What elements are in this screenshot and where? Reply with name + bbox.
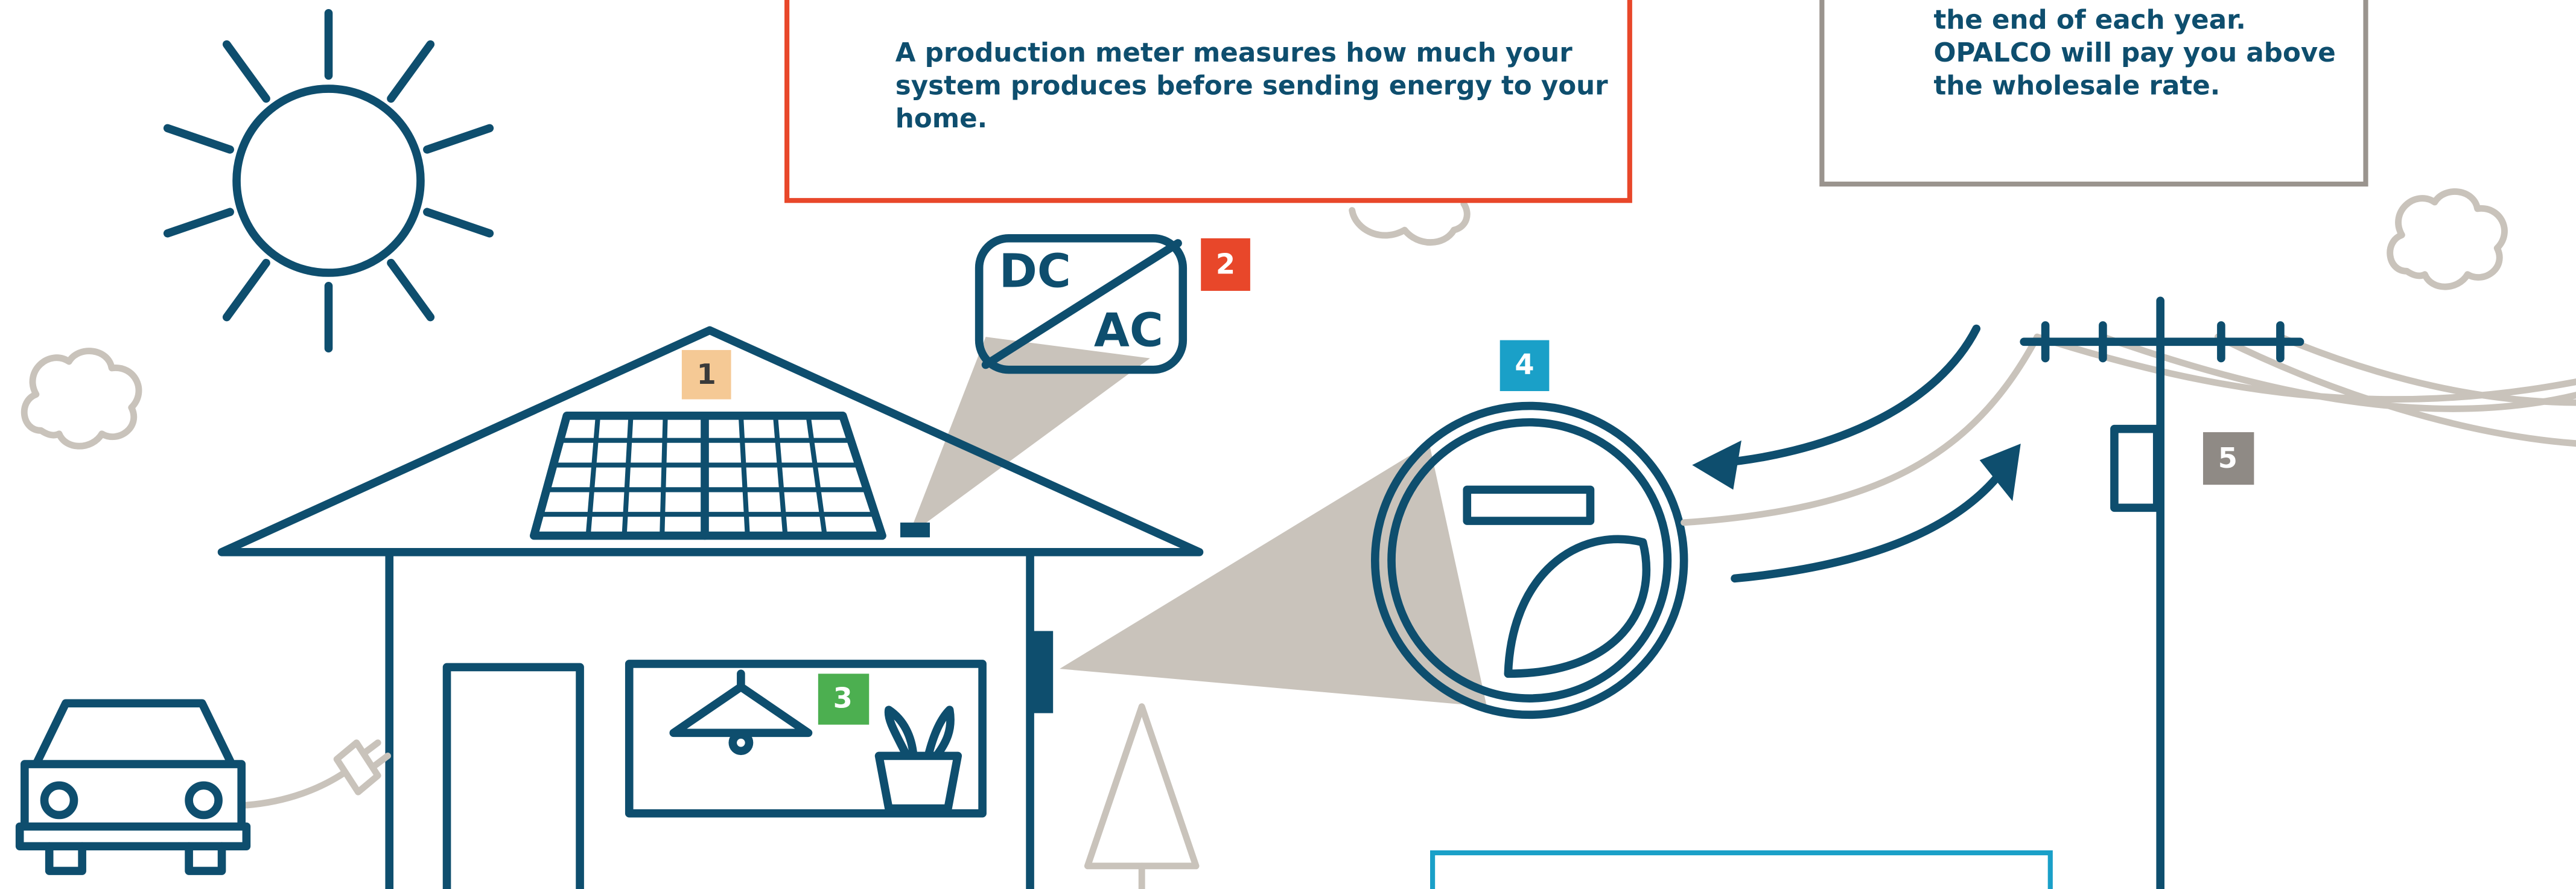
clouds: [21, 188, 2508, 450]
illustration-shape: [1463, 485, 1595, 525]
illustration-shape: [2034, 333, 2576, 447]
illustration-shape: [333, 739, 391, 795]
box-text: OPALCO will pay you above: [1933, 38, 2335, 68]
illustration-shape: [669, 669, 813, 738]
illustration-shape: [625, 660, 987, 818]
illustration-shape: [1370, 401, 1688, 719]
illustration-shape: [530, 412, 886, 540]
inverter-cone: [908, 337, 1150, 536]
callout-number: 3: [833, 681, 853, 714]
box-text: the end of each year.: [1933, 5, 2245, 35]
production-meter-box: [784, 0, 1632, 203]
illustration-shape: [2020, 296, 2304, 889]
callout-bg: [681, 349, 731, 400]
illustration-shape: [442, 663, 584, 889]
illustration-shape: [1692, 440, 1741, 490]
illustration-shape: [2110, 424, 2161, 512]
illustration-shape: [185, 781, 223, 820]
box-text: home.: [895, 104, 987, 134]
callout-number: 2: [1216, 248, 1235, 281]
box-text: A production meter measures how much you…: [895, 38, 1573, 68]
meter-box: [1430, 850, 2053, 889]
meter: [1370, 401, 1688, 719]
tree: [1084, 703, 1200, 870]
illustration-shape: [1387, 418, 1672, 703]
illustration-shape: [217, 326, 1204, 556]
net-metering-box: [1819, 0, 2368, 187]
illustration-shape: [1681, 333, 2041, 526]
box-text: the wholesale rate.: [1933, 71, 2220, 101]
callout-number: 5: [2218, 442, 2237, 474]
grid: [1681, 296, 2576, 889]
illustration-shape: [728, 730, 754, 756]
dc-label: DC: [999, 244, 1071, 298]
illustration-shape: [981, 239, 1182, 369]
sun: [163, 9, 494, 353]
illustration-shape: [1713, 324, 1981, 468]
illustration-shape: [385, 551, 1034, 889]
illustration-shape: [1504, 535, 1651, 678]
inverter-bubble: DC AC: [975, 234, 1188, 374]
illustration-shape: [1731, 464, 2009, 583]
callout-bg: [1499, 340, 1550, 392]
callout-bg: [2202, 432, 2254, 485]
illustration-shape: [243, 769, 349, 809]
callout-bg: [1201, 238, 1250, 291]
illustration-shape: [232, 84, 425, 277]
illustration-shape: [45, 842, 226, 875]
car: [15, 699, 391, 875]
box-text: system produces before sending energy to…: [895, 71, 1608, 101]
illustration-shape: [1979, 444, 2021, 502]
callout-number: 4: [1515, 348, 1534, 381]
ac-label: AC: [1094, 304, 1163, 357]
illustration-shape: [1349, 200, 1471, 246]
illustration-shape: [40, 781, 78, 820]
illustration-shape: [874, 706, 962, 813]
house: [217, 326, 1204, 889]
illustration-shape: [1030, 631, 1054, 713]
callout-number: 1: [697, 358, 716, 390]
illustration-shape: [21, 348, 142, 450]
illustration-shape: [900, 522, 930, 538]
illustration-shape: [2387, 188, 2508, 290]
illustration-shape: [163, 9, 494, 353]
illustration-shape: [975, 234, 1188, 374]
callout-bg: [818, 674, 870, 725]
illustration-shape: [15, 699, 251, 850]
